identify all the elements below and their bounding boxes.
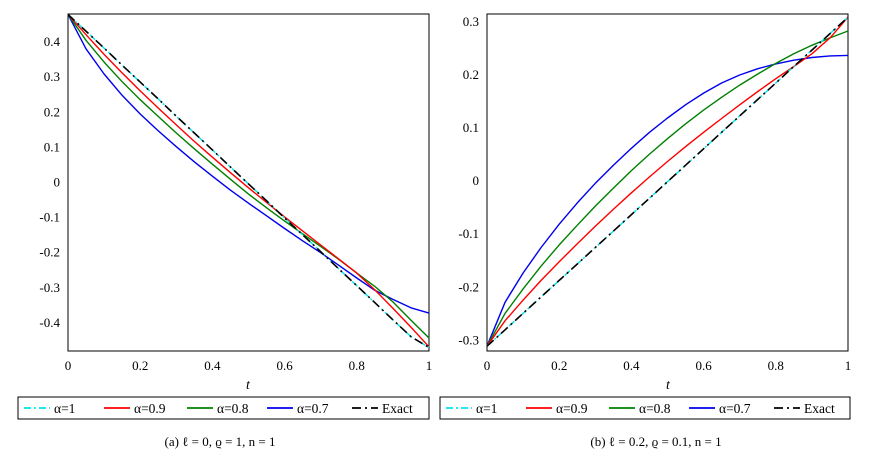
legend-label: α=1	[54, 401, 75, 416]
y-tick-label: -0.2	[39, 245, 60, 260]
y-tick-label: 0.3	[44, 69, 60, 84]
legend-label: α=0.9	[134, 401, 166, 416]
series-line-exact	[67, 13, 430, 349]
y-tick-labels-b: 0.3 0.2 0.1 0 -0.1 -0.2 -0.3	[458, 14, 479, 347]
series-line-alpha-0-9	[67, 13, 430, 348]
series-line-alpha-0-7	[67, 14, 430, 314]
plot-frame-a	[67, 13, 430, 352]
legend-label: Exact	[804, 401, 835, 416]
legend-b: α=1 α=0.9 α=0.8 α=0.7 Exact	[439, 396, 851, 420]
y-tick-label: -0.3	[39, 280, 60, 295]
x-tick-label: 0.2	[132, 358, 148, 373]
legend-label: α=0.8	[217, 401, 249, 416]
legend-label: Exact	[382, 401, 413, 416]
series-lines-a	[67, 13, 430, 349]
series-line-alpha-0-8	[67, 14, 430, 339]
legend-label: α=0.7	[297, 401, 329, 416]
y-tick-label: 0	[54, 175, 61, 190]
series-line-alpha-0-9	[486, 16, 849, 347]
y-tick-label: -0.1	[458, 226, 479, 241]
series-lines-b	[486, 16, 849, 347]
x-tick-label: 1	[845, 358, 852, 373]
x-tick-label: 0.6	[276, 358, 293, 373]
x-axis-label-b: t	[666, 378, 671, 393]
x-tick-labels-a: 0 0.2 0.4 0.6 0.8 1	[65, 358, 433, 373]
y-tick-label: -0.4	[39, 315, 60, 330]
x-tick-label: 0	[484, 358, 491, 373]
y-tick-label: -0.3	[458, 332, 479, 347]
legend-label: α=0.7	[719, 401, 751, 416]
x-axis-label-a: t	[246, 378, 251, 393]
chart-panel-b: 0.30.20.10-0.1-0.2-0.3 0 0.2 0.4 0.6 0.8 1 t …	[439, 13, 852, 449]
series-line-alpha-0-8	[486, 30, 849, 347]
legend-box	[439, 396, 851, 420]
x-tick-label: 0.8	[349, 358, 365, 373]
y-tick-label: 0.2	[463, 67, 479, 82]
x-tick-label: 0.4	[204, 358, 221, 373]
x-tick-labels-b: 0 0.2 0.4 0.6 0.8 1	[484, 358, 852, 373]
y-tick-label: -0.2	[458, 279, 479, 294]
x-tick-label: 1	[426, 358, 433, 373]
y-tick-labels-a: 0.4 0.3 0.2 0.1 0 -0.1 -0.2 -0.3 -0.4	[39, 34, 60, 330]
chart-panel-a: 0.4 0.3 0.2 0.1 0 -0.1 -0.2 -0.3 -0.4 0 0.2 0.4 0.6…	[17, 13, 433, 449]
x-tick-label: 0.2	[551, 358, 567, 373]
series-line-exact	[486, 16, 849, 347]
y-tick-label: 0.1	[463, 120, 479, 135]
x-tick-label: 0	[65, 358, 72, 373]
x-tick-label: 0.6	[695, 358, 712, 373]
legend-box	[17, 396, 430, 420]
legend-label: α=0.9	[556, 401, 588, 416]
series-line-alpha-0-7	[486, 54, 849, 347]
y-tick-label: 0.4	[44, 34, 61, 49]
x-tick-label: 0.8	[768, 358, 784, 373]
legend-label: α=1	[476, 401, 497, 416]
y-tick-label: 0	[473, 173, 480, 188]
legend-a: α=1 α=0.9 α=0.8 α=0.7 Exact	[17, 396, 430, 420]
caption-b: (b) ℓ = 0.2, ϱ = 0.1, n = 1	[590, 434, 721, 449]
caption-a: (a) ℓ = 0, ϱ = 1, n = 1	[164, 434, 275, 449]
y-tick-label: 0.2	[44, 104, 60, 119]
x-tick-label: 0.4	[623, 358, 640, 373]
y-tick-label: -0.1	[39, 210, 60, 225]
legend-label: α=0.8	[639, 401, 671, 416]
y-tick-label: 0.1	[44, 139, 60, 154]
y-tick-label: 0.3	[463, 14, 479, 29]
